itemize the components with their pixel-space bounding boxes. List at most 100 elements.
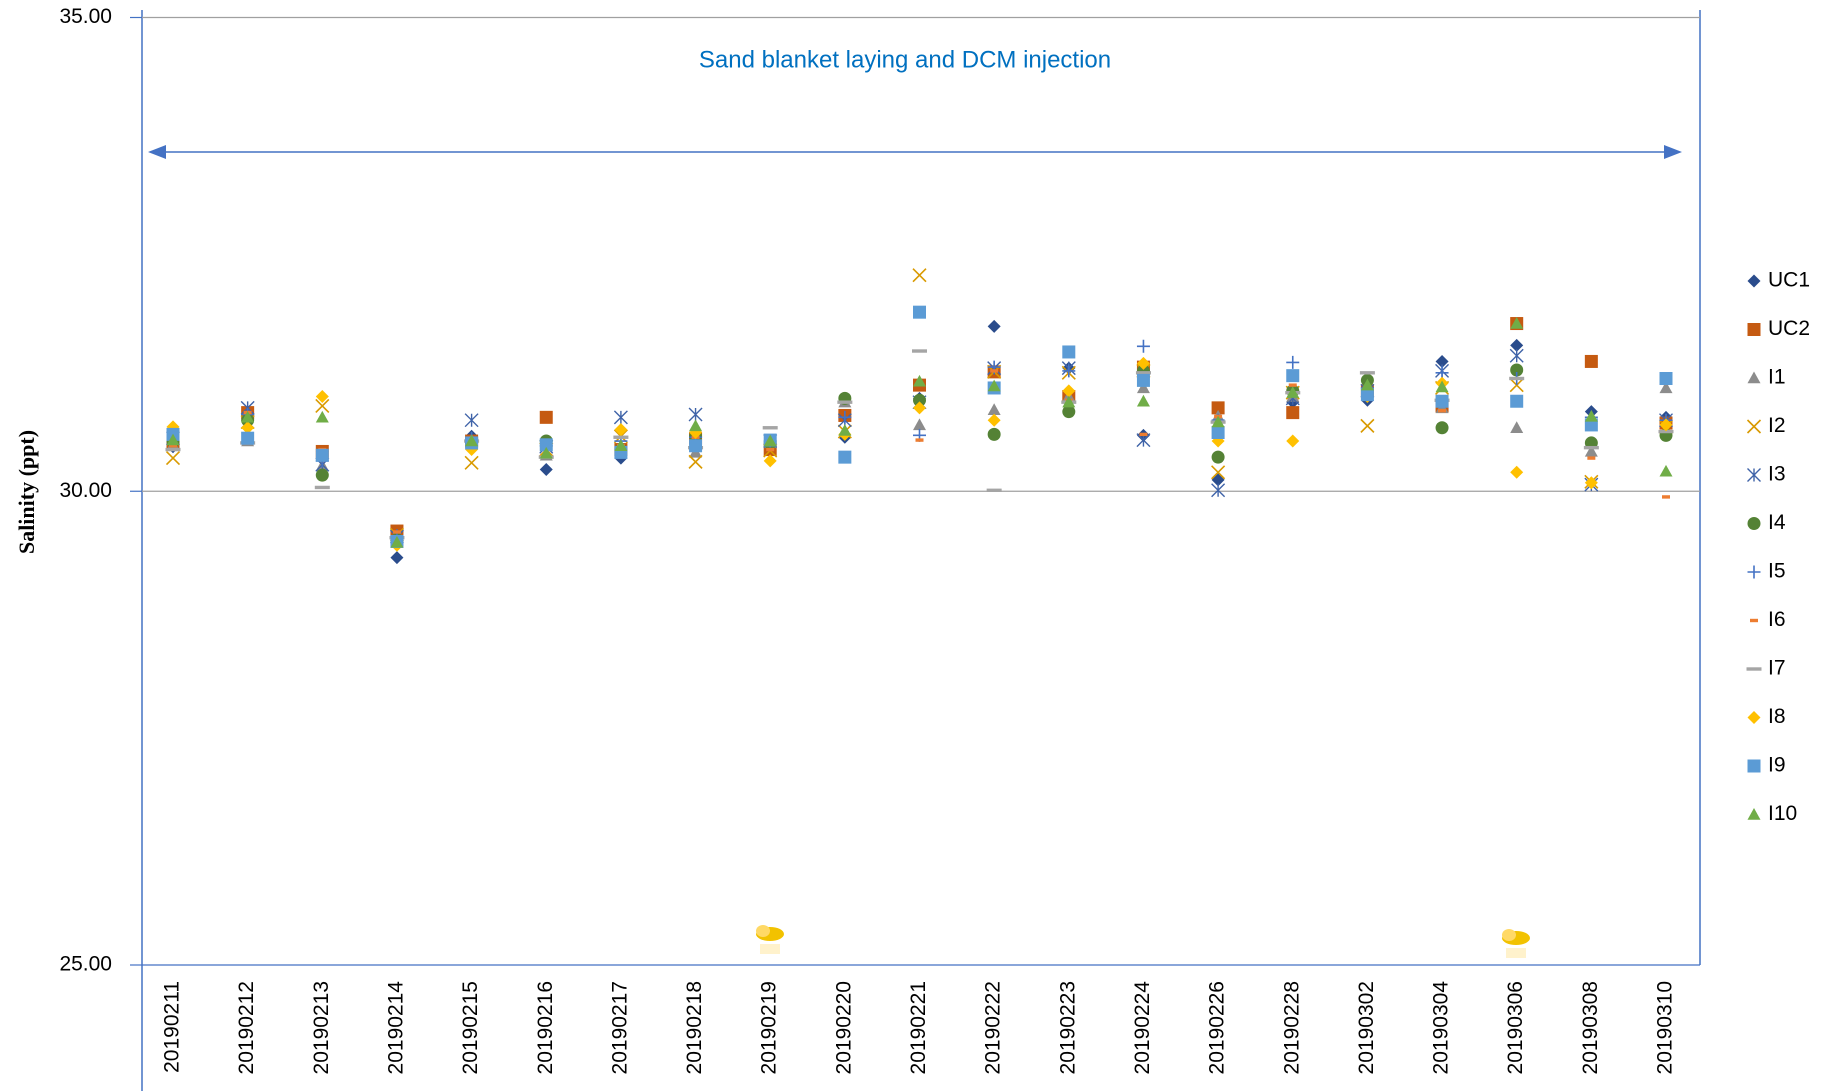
marker (464, 413, 479, 428)
marker (1510, 465, 1524, 479)
marker (1211, 401, 1225, 415)
marker (913, 393, 926, 407)
marker (838, 410, 852, 424)
marker (1747, 468, 1761, 482)
y-tick-label: 30.00 (59, 479, 112, 502)
marker (766, 447, 775, 452)
x-tick-label: 20190226 (1206, 981, 1229, 1074)
series (166, 339, 1761, 579)
marker (1584, 354, 1598, 368)
marker (1584, 418, 1598, 432)
x-tick-label: 20190308 (1579, 981, 1602, 1074)
marker (1747, 565, 1761, 579)
x-tick-label: 20190223 (1056, 981, 1079, 1074)
marker (315, 410, 329, 423)
legend-label: I9 (1768, 754, 1786, 777)
marker (1438, 409, 1447, 413)
marker (390, 535, 404, 548)
marker (166, 433, 180, 446)
marker (613, 410, 628, 425)
marker (464, 455, 479, 470)
annotation: Sand blanket laying and DCM injection (699, 46, 1111, 73)
marker (1286, 386, 1300, 398)
marker (1288, 383, 1297, 387)
marker (1659, 418, 1673, 432)
marker (1062, 364, 1076, 378)
x-tick-label: 20190213 (310, 981, 333, 1074)
series (166, 356, 1761, 724)
x-tick-label: 20190222 (982, 981, 1005, 1074)
marker (1211, 483, 1226, 498)
marker (1136, 381, 1150, 394)
marker (1435, 421, 1449, 435)
marker (1139, 432, 1148, 437)
marker (165, 447, 181, 452)
marker (1587, 456, 1596, 460)
marker (915, 438, 924, 442)
marker (912, 268, 927, 283)
marker (169, 444, 177, 448)
marker (465, 434, 479, 447)
marker (1584, 476, 1598, 490)
marker (987, 319, 1001, 333)
x-tick-label: 20190306 (1504, 981, 1527, 1074)
marker (1062, 384, 1076, 398)
marker (1136, 394, 1150, 407)
x-tick-label: 20190218 (683, 981, 706, 1074)
series (166, 305, 1761, 773)
marker (763, 434, 777, 447)
marker (1747, 808, 1761, 820)
marker (837, 400, 853, 404)
marker (315, 398, 330, 414)
legend-label: I1 (1768, 366, 1786, 389)
marker (1360, 388, 1374, 402)
marker (1211, 415, 1225, 428)
marker (165, 451, 181, 466)
legend-label: I3 (1768, 463, 1786, 486)
marker (1659, 464, 1673, 477)
marker (390, 551, 404, 565)
marker (1658, 429, 1674, 434)
marker (1062, 395, 1076, 408)
marker (1747, 517, 1761, 530)
marker (1510, 394, 1524, 408)
x-tick-label: 20190216 (534, 981, 557, 1074)
marker (1584, 409, 1598, 422)
marker (1286, 434, 1300, 448)
marker (1211, 450, 1225, 464)
marker (315, 468, 329, 482)
marker (688, 407, 703, 422)
y-axis-title: Salinity (ppt) (14, 430, 39, 554)
marker (913, 374, 926, 387)
marker (1286, 369, 1300, 383)
marker (539, 462, 553, 476)
marker (838, 450, 852, 464)
rain-icon (756, 925, 784, 954)
series (166, 317, 1761, 820)
marker (689, 419, 703, 432)
marker (539, 438, 553, 452)
marker (1583, 445, 1599, 450)
marker (241, 431, 255, 445)
x-tick-label: 20190228 (1280, 981, 1303, 1074)
x-tick-label: 20190302 (1355, 981, 1378, 1074)
marker (315, 448, 329, 462)
x-tick-label: 20190304 (1430, 981, 1453, 1075)
x-tick-label: 20190212 (235, 981, 258, 1074)
marker (1510, 363, 1524, 377)
x-tick-label: 20190221 (907, 981, 930, 1074)
x-tick-label: 20190214 (384, 981, 407, 1075)
marker (392, 530, 401, 534)
x-tick-label: 20190215 (459, 981, 482, 1074)
marker (1747, 323, 1761, 336)
marker (763, 454, 777, 468)
y-tick-label: 25.00 (59, 953, 112, 976)
marker (1136, 356, 1150, 370)
legend-label: I6 (1768, 608, 1786, 631)
legend-label: I7 (1768, 657, 1786, 680)
marker (1211, 465, 1226, 480)
marker (1509, 348, 1524, 363)
marker (1510, 338, 1524, 352)
marker (1062, 405, 1076, 419)
